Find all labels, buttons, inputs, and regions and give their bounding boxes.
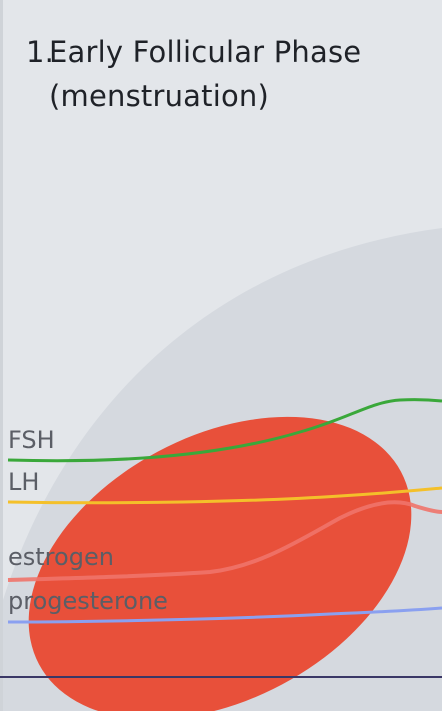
page-title: 1. Early Follicular Phase (menstruation)	[26, 30, 436, 118]
left-edge-strip	[0, 0, 3, 711]
lh-line	[7, 486, 442, 505]
fsh-label: FSH	[8, 426, 55, 454]
progesterone-label: progesterone	[8, 587, 168, 615]
fsh-line	[7, 398, 442, 463]
title-text: Early Follicular Phase (menstruation)	[49, 35, 362, 113]
progesterone-line	[7, 606, 442, 624]
lh-label: LH	[8, 468, 40, 496]
estrogen-label: estrogen	[8, 543, 114, 571]
red-ellipse	[28, 416, 412, 711]
estrogen-line	[7, 500, 442, 582]
title-number: 1.	[26, 35, 55, 69]
